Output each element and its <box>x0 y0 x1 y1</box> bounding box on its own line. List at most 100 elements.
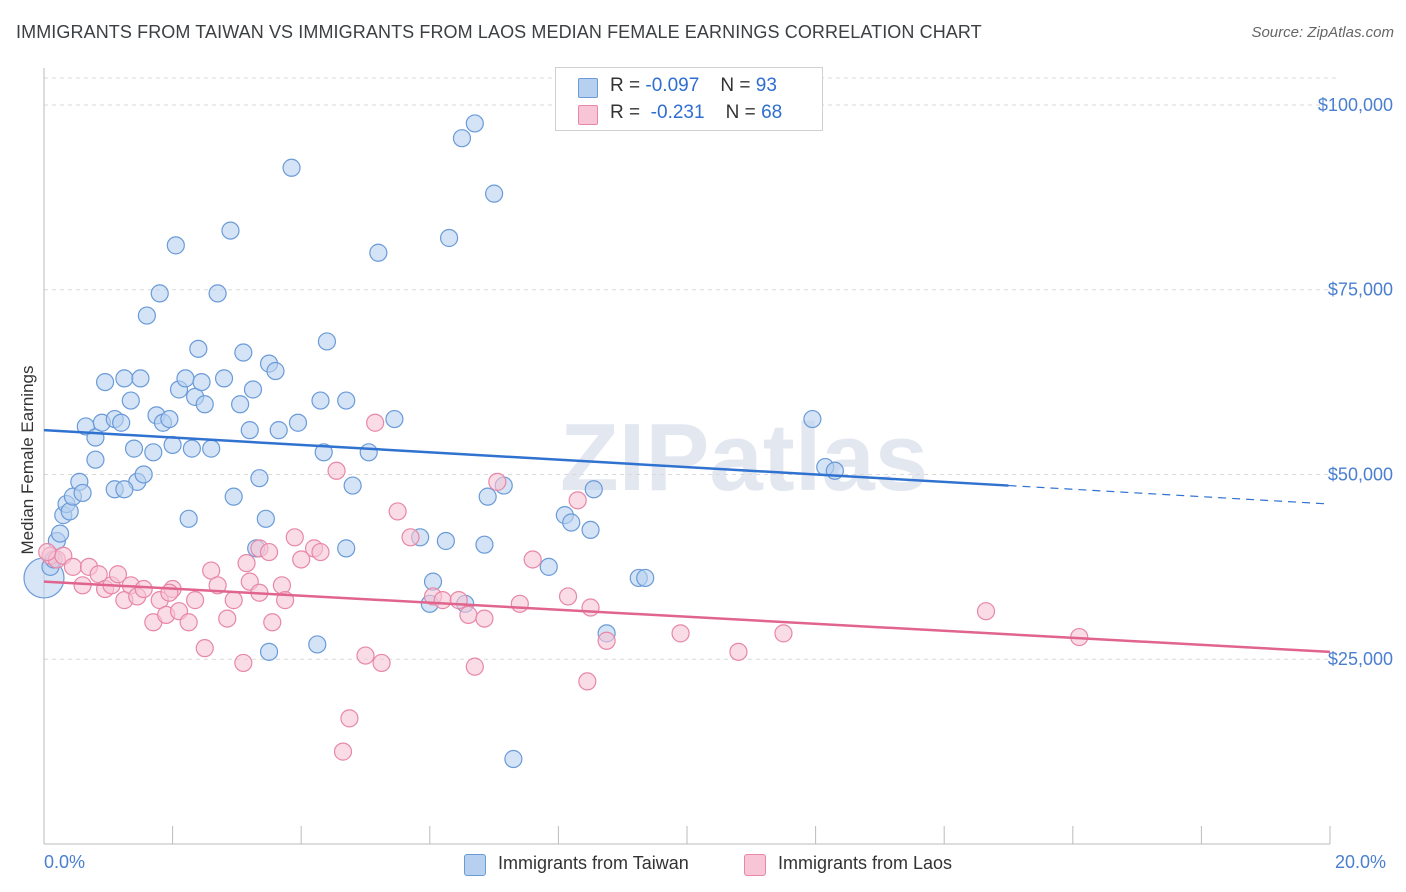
chart-title: IMMIGRANTS FROM TAIWAN VS IMMIGRANTS FRO… <box>16 22 982 42</box>
laos-point <box>465 657 484 676</box>
taiwan-point <box>224 487 243 506</box>
laos-point <box>366 413 385 432</box>
taiwan-point <box>439 228 459 248</box>
laos-point <box>976 602 996 621</box>
taiwan-point <box>192 372 211 392</box>
taiwan-point <box>478 487 497 506</box>
taiwan-point <box>221 221 240 240</box>
laos-point <box>774 624 793 643</box>
taiwan-point <box>208 284 227 303</box>
taiwan-point <box>150 284 169 303</box>
x-tick-label-max: 20.0% <box>1335 852 1387 872</box>
taiwan-point <box>131 369 150 388</box>
laos-point <box>285 528 304 547</box>
taiwan-point <box>179 509 198 528</box>
laos-point <box>401 528 420 547</box>
taiwan-point <box>311 391 330 410</box>
taiwan-point <box>234 343 253 362</box>
taiwan-point <box>369 243 388 262</box>
taiwan-point <box>436 531 455 551</box>
taiwan-point <box>266 361 285 381</box>
y-tick-label: $50,000 <box>1328 464 1393 484</box>
laos-point <box>568 491 587 510</box>
taiwan-point <box>317 332 337 351</box>
taiwan-point <box>539 557 558 576</box>
laos-point <box>195 639 214 658</box>
taiwan-point <box>308 635 327 654</box>
data-points <box>23 114 1089 769</box>
laos-point <box>224 591 243 610</box>
taiwan-point <box>562 513 581 532</box>
laos-point <box>510 594 529 613</box>
taiwan-point <box>60 502 79 521</box>
laos-point <box>327 461 346 480</box>
trend-lines <box>43 428 1331 654</box>
taiwan-trend-extension <box>1008 484 1331 505</box>
r-label: R = <box>610 102 641 123</box>
taiwan-point <box>337 391 356 410</box>
y-tick-label: $25,000 <box>1328 649 1393 669</box>
taiwan-point <box>314 443 333 462</box>
correlation-legend: R = -0.097 N = 93 R = -0.231 N = 68 <box>555 67 823 131</box>
laos-point <box>38 542 57 562</box>
taiwan-point <box>504 749 523 769</box>
legend-label-laos: Immigrants from Laos <box>778 853 953 873</box>
laos-point <box>134 579 153 599</box>
laos-point <box>581 598 600 617</box>
taiwan-point <box>485 184 504 203</box>
taiwan-point <box>115 480 134 499</box>
laos-point <box>433 591 452 610</box>
taiwan-point <box>166 236 185 255</box>
taiwan-point <box>269 421 288 440</box>
y-tick-label: $75,000 <box>1328 280 1393 300</box>
laos-point <box>578 672 597 691</box>
laos-point <box>237 554 256 573</box>
laos-point <box>311 542 330 562</box>
laos-point <box>63 557 83 576</box>
taiwan-swatch <box>578 78 598 98</box>
taiwan-point <box>465 114 484 133</box>
n-value-laos: 68 <box>761 102 783 123</box>
taiwan-point <box>343 476 362 495</box>
r-label: R = <box>610 75 641 96</box>
laos-point <box>333 742 353 761</box>
laos-point <box>597 631 616 650</box>
taiwan-point <box>259 642 279 661</box>
laos-point <box>179 613 198 632</box>
y-tick-labels: $25,000 $50,000 $75,000 $100,000 <box>1318 95 1393 669</box>
laos-point <box>475 609 494 628</box>
taiwan-point <box>115 369 134 388</box>
laos-point <box>208 576 227 595</box>
laos-point <box>234 653 253 673</box>
taiwan-point <box>86 450 105 469</box>
laos-point <box>671 624 690 643</box>
taiwan-point <box>231 395 250 414</box>
laos-point <box>488 472 507 491</box>
taiwan-point <box>452 129 472 148</box>
taiwan-point <box>121 391 140 410</box>
taiwan-point <box>282 158 301 177</box>
taiwan-point <box>112 413 131 432</box>
taiwan-point <box>50 524 70 543</box>
laos-point <box>160 583 179 602</box>
laos-point <box>372 653 391 673</box>
taiwan-point <box>202 439 221 458</box>
laos-point <box>523 550 542 569</box>
laos-point <box>186 591 205 610</box>
laos-point <box>259 542 279 562</box>
taiwan-point <box>337 539 356 558</box>
n-value-taiwan: 93 <box>755 75 777 96</box>
taiwan-point <box>256 509 275 528</box>
laos-point <box>388 502 407 521</box>
taiwan-point <box>95 372 115 392</box>
laos-point <box>73 576 92 595</box>
taiwan-point <box>288 413 308 432</box>
taiwan-point <box>475 535 494 554</box>
r-value-laos: -0.231 <box>650 102 705 123</box>
x-tick-label-min: 0.0% <box>44 852 86 872</box>
taiwan-legend-swatch <box>464 854 486 876</box>
laos-point <box>292 550 311 569</box>
n-label: N = <box>725 102 756 123</box>
laos-point <box>729 642 748 661</box>
